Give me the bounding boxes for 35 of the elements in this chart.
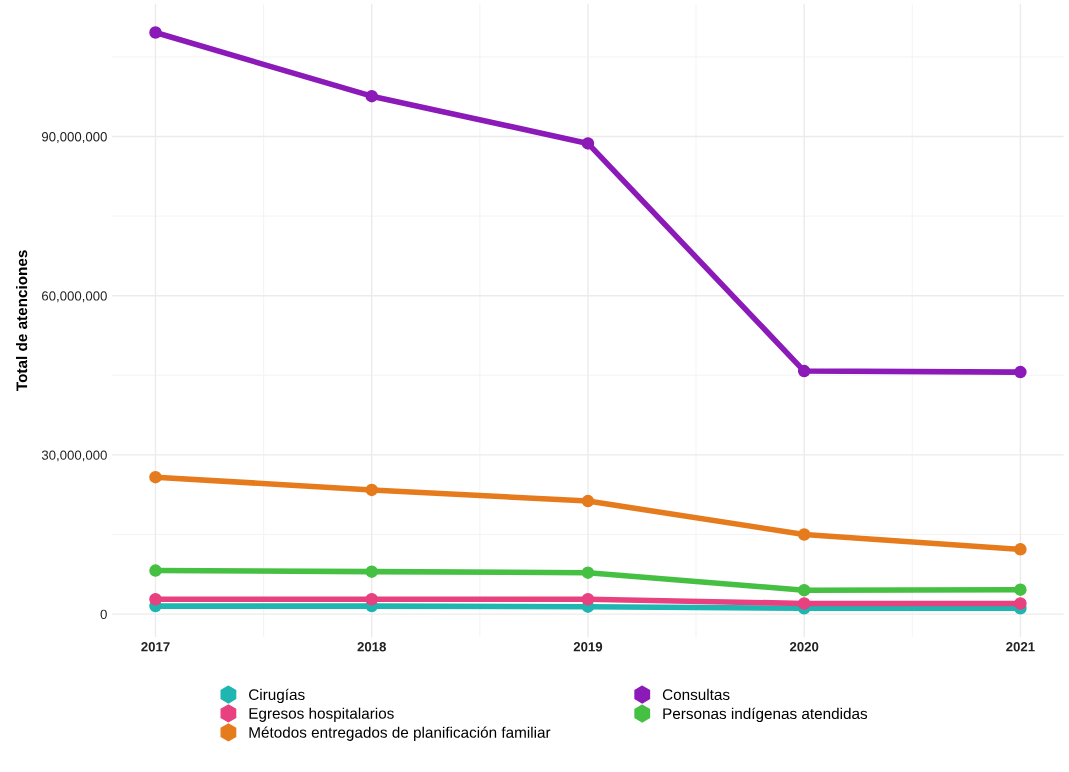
legend-label: Cirugías	[249, 688, 305, 704]
legend-label: Consultas	[662, 688, 730, 701]
point	[149, 592, 162, 606]
legend-label: Egresos hospitalarios	[249, 707, 394, 722]
y-tick-label: 0	[100, 609, 107, 619]
point	[1014, 583, 1027, 596]
x-tick-label: 2017	[141, 642, 170, 652]
y-axis-title: Total de atenciones	[16, 250, 28, 391]
point	[149, 470, 162, 484]
point	[797, 583, 811, 597]
point	[797, 528, 811, 541]
x-tick-label: 2020	[789, 642, 819, 652]
legend-label: Métodos entregados de planificación familiar	[249, 726, 551, 741]
point	[365, 483, 378, 497]
point	[581, 566, 595, 579]
point	[581, 592, 595, 606]
y-tick-label: 60,000,000	[42, 291, 107, 303]
point	[581, 494, 595, 508]
y-tick-label: 30,000,000	[41, 450, 107, 462]
point	[365, 89, 378, 103]
x-tick-label: 2019	[573, 642, 603, 652]
point	[365, 592, 378, 606]
point	[1014, 365, 1027, 379]
point	[1014, 597, 1027, 610]
point	[1014, 543, 1027, 556]
point	[149, 26, 162, 39]
point	[365, 565, 378, 578]
point	[581, 137, 595, 150]
y-tick-label: 90,000,000	[41, 132, 107, 143]
x-tick-label: 2021	[1006, 642, 1035, 652]
x-tick-label: 2018	[357, 642, 386, 652]
point	[797, 597, 811, 610]
point	[149, 564, 162, 577]
point	[797, 364, 811, 378]
legend-label: Personas indígenas atendidas	[663, 707, 868, 723]
